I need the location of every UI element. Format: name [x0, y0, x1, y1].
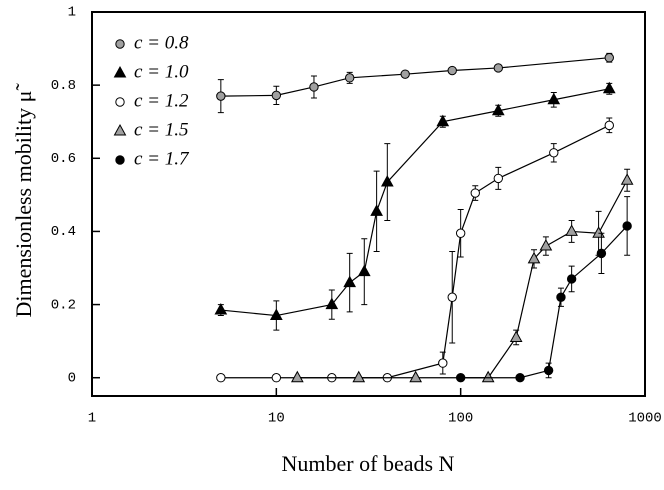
marker [357, 264, 371, 277]
marker [343, 275, 357, 288]
marker [455, 228, 466, 238]
marker [556, 292, 566, 302]
legend-marker [115, 97, 125, 107]
series-line [220, 88, 610, 317]
series-line [297, 179, 628, 379]
marker [491, 103, 505, 116]
legend-marker [115, 39, 125, 49]
y-tick-label: 0.6 [51, 151, 76, 167]
x-tick-label: 1 [88, 411, 96, 427]
legend-label: c = 1.5 [134, 119, 189, 140]
marker [515, 373, 525, 383]
marker [592, 226, 605, 238]
marker [290, 370, 304, 383]
marker [565, 224, 578, 236]
marker [602, 81, 616, 94]
marker [344, 73, 355, 83]
marker [447, 65, 457, 76]
marker [271, 90, 282, 101]
marker [309, 82, 319, 92]
legend-label: c = 1.0 [134, 61, 189, 82]
marker [547, 92, 561, 105]
marker [409, 370, 423, 383]
marker [493, 63, 503, 73]
marker [481, 370, 495, 383]
x-tick-label: 100 [448, 411, 473, 427]
marker [622, 221, 632, 231]
legend-label: c = 0.8 [134, 32, 189, 53]
marker [216, 91, 226, 101]
marker [455, 373, 466, 383]
legend-label: c = 1.2 [134, 90, 189, 111]
marker [447, 292, 457, 302]
marker [543, 365, 554, 376]
marker [604, 53, 614, 63]
marker [436, 114, 450, 127]
y-axis-label: Dimensionless mobility μ̃ [11, 83, 36, 318]
marker [596, 248, 607, 259]
legend-marker [115, 155, 125, 165]
marker [325, 297, 339, 310]
series-line [220, 124, 610, 379]
marker [380, 175, 394, 187]
marker [470, 188, 480, 198]
y-tick-label: 0.8 [51, 78, 76, 94]
marker [493, 173, 503, 184]
marker [269, 308, 283, 321]
marker [214, 303, 228, 315]
marker [400, 69, 410, 79]
marker [549, 148, 559, 158]
y-tick-label: 0 [68, 370, 76, 386]
x-tick-label: 10 [268, 411, 285, 427]
legend-label: c = 1.7 [134, 148, 190, 169]
series-line [220, 57, 610, 97]
y-tick-label: 1 [68, 5, 76, 21]
marker [509, 330, 523, 342]
x-tick-label: 1000 [628, 411, 662, 427]
marker [271, 373, 282, 383]
marker [566, 274, 577, 284]
legend-marker [113, 123, 127, 136]
marker [352, 370, 366, 383]
x-axis-label: Number of beads N [282, 451, 455, 476]
marker [370, 204, 383, 216]
marker [216, 373, 226, 383]
legend-marker [113, 65, 127, 78]
marker [620, 173, 634, 185]
y-tick-label: 0.2 [51, 297, 76, 313]
plot-frame [91, 11, 646, 397]
marker [604, 120, 614, 131]
y-tick-label: 0.4 [51, 224, 76, 240]
marker [527, 251, 541, 264]
marker [438, 358, 448, 368]
marker [539, 239, 553, 251]
